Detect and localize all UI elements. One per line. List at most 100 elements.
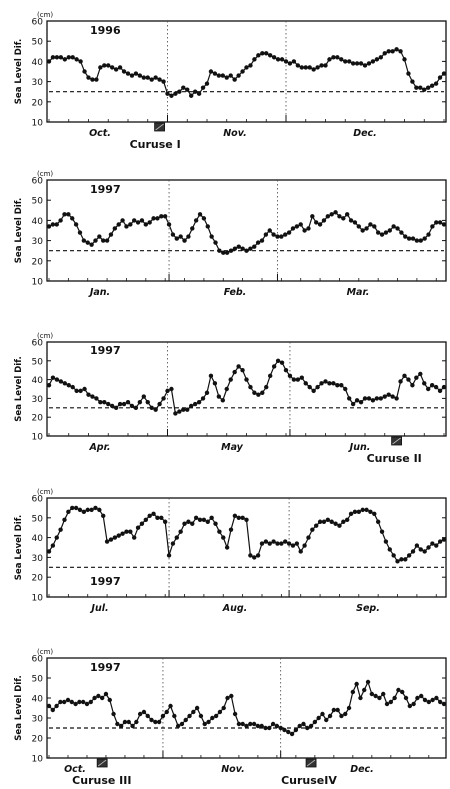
data-point (212, 381, 218, 386)
data-point (86, 392, 91, 397)
data-point (403, 557, 408, 562)
data-point (275, 57, 281, 62)
unit-label: (cm) (37, 332, 53, 340)
y-tick-label: 50 (32, 357, 44, 367)
data-point (139, 218, 145, 223)
data-point (348, 218, 354, 223)
chart-panel-5: 10 20 30 40 50 60(cm) Sea Level Dif. 1997 Oct. No… (14, 648, 447, 787)
data-point (74, 57, 79, 62)
data-point (321, 218, 327, 223)
data-point (395, 226, 400, 231)
data-point (406, 553, 412, 558)
data-point (170, 541, 176, 546)
data-point (414, 238, 420, 243)
data-point (331, 55, 336, 60)
data-point (220, 73, 225, 78)
data-point (310, 527, 315, 532)
data-point (414, 543, 420, 548)
data-point (295, 377, 301, 382)
data-point (221, 535, 226, 540)
data-point (315, 384, 320, 390)
data-point (177, 409, 182, 414)
data-point (299, 375, 304, 380)
data-point (192, 89, 198, 94)
data-point (58, 699, 63, 705)
data-point (232, 246, 238, 251)
data-point (327, 381, 332, 386)
data-point (228, 377, 233, 382)
data-point (90, 394, 95, 399)
y-tick-label: 20 (32, 98, 44, 108)
data-point (135, 220, 141, 225)
plot-frame (46, 179, 447, 282)
data-point (398, 49, 403, 54)
data-point (303, 65, 308, 70)
data-point (270, 721, 276, 727)
data-point (151, 511, 156, 517)
data-point (323, 379, 328, 384)
data-point (429, 383, 435, 388)
y-tick-label: 50 (32, 38, 44, 48)
data-point (182, 521, 187, 526)
data-point (441, 537, 447, 542)
data-point (441, 222, 447, 227)
data-point (256, 53, 261, 58)
data-point (317, 222, 323, 227)
data-point (122, 719, 128, 725)
data-point (244, 248, 249, 253)
y-tick-label: 10 (32, 433, 44, 443)
data-point (186, 234, 191, 239)
data-point (183, 717, 188, 723)
data-point (153, 75, 158, 80)
data-point (151, 216, 156, 221)
data-point (358, 61, 364, 66)
data-point (291, 59, 297, 64)
data-point (50, 55, 56, 60)
data-point (291, 377, 297, 382)
data-point (356, 224, 362, 229)
data-point (317, 519, 323, 524)
data-point (216, 394, 222, 399)
year-label: 1997 (90, 344, 121, 357)
data-point (426, 699, 432, 705)
data-point (145, 75, 150, 80)
data-point (190, 521, 195, 526)
data-point (418, 371, 423, 377)
data-point (89, 507, 94, 513)
data-point (337, 214, 342, 219)
data-point (275, 358, 281, 363)
data-point (267, 228, 272, 233)
y-tick-label: 50 (32, 675, 44, 685)
data-point (124, 224, 129, 229)
data-point (178, 529, 183, 534)
y-tick-label: 60 (32, 339, 44, 349)
data-point (372, 224, 377, 229)
data-point (335, 55, 340, 60)
y-tick-label: 30 (32, 78, 44, 88)
data-point (224, 75, 229, 80)
year-label: 1997 (90, 661, 121, 674)
data-point (232, 711, 238, 717)
data-point (434, 543, 439, 548)
data-point (97, 234, 102, 239)
data-point (156, 719, 162, 725)
data-point (206, 719, 211, 725)
y-tick-label: 10 (32, 755, 44, 765)
data-point (110, 403, 115, 409)
data-point (275, 541, 280, 546)
y-axis-label: Sea Level Dif. (14, 675, 24, 740)
data-point (143, 517, 149, 522)
data-point (166, 553, 172, 558)
data-point (200, 396, 206, 401)
data-point (364, 507, 369, 513)
data-point (437, 539, 443, 544)
data-point (232, 369, 237, 375)
data-point (104, 238, 110, 243)
data-point (337, 523, 342, 528)
data-point (177, 89, 182, 94)
y-tick-label: 60 (32, 177, 44, 187)
cruise-marker-hatch (392, 437, 401, 445)
data-point (422, 381, 427, 386)
data-point (236, 364, 241, 369)
data-point (319, 63, 324, 68)
